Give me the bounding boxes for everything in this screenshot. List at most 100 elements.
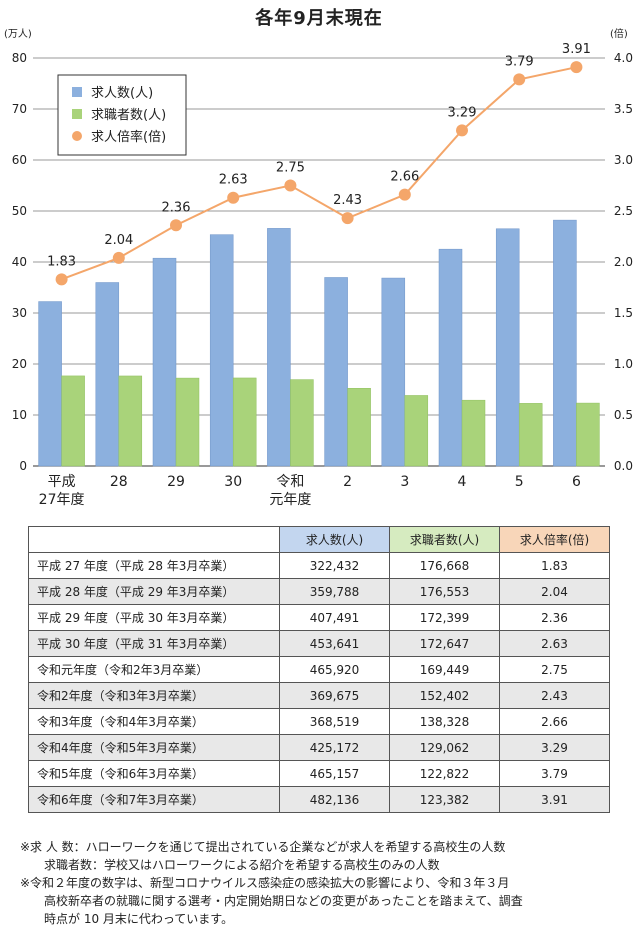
category-label: 2 <box>343 474 352 490</box>
category-label: 元年度 <box>269 492 311 508</box>
data-label-ratio: 2.63 <box>219 173 248 188</box>
line-ratio <box>61 66 577 281</box>
left-axis-tick-label: 80 <box>12 51 27 65</box>
bar-jobs <box>38 301 62 467</box>
category-label: 6 <box>572 474 581 490</box>
point-ratio <box>570 61 583 74</box>
left-axis-tick-label: 0 <box>19 459 27 473</box>
point-ratio <box>341 212 354 225</box>
legend-label: 求人倍率(倍) <box>91 129 166 145</box>
category-label: 3 <box>400 474 409 490</box>
right-axis-tick-label: 2.0 <box>614 255 633 269</box>
combo-chart: 0 10 20 30 40 50 60 70 80 0.0 0.5 1.0 1.5 2.0 2.5 3.0 3.… <box>4 27 633 508</box>
legend-marker-jobs <box>72 87 82 97</box>
right-axis-tick-label: 0.5 <box>614 408 633 422</box>
category-label: 5 <box>515 474 524 490</box>
category-label: 平成 <box>48 474 76 490</box>
right-axis-tick-label: 2.5 <box>614 204 633 218</box>
category-label: 27年度 <box>39 492 85 508</box>
data-label-ratio: 1.83 <box>47 254 76 269</box>
legend-marker-ratio <box>72 131 82 141</box>
point-ratio <box>55 273 68 286</box>
bar-seekers <box>461 399 486 467</box>
table-cell-seekers: 152,402 <box>389 682 500 709</box>
category-label: 30 <box>224 474 242 490</box>
table-cell-label: 平成 30 年度（平成 31 年3月卒業） <box>28 630 280 657</box>
table-cell-seekers: 172,399 <box>389 604 500 631</box>
table-row: 令和4年度（令和5年3月卒業） 425,172 129,062 3.29 <box>28 734 610 761</box>
bar-seekers <box>404 395 429 467</box>
table-header-row: 求人数(人) 求職者数(人) 求人倍率(倍) <box>28 526 610 553</box>
bar-seekers <box>118 375 143 467</box>
data-label-ratio: 2.43 <box>333 193 362 208</box>
table-header-ratio: 求人倍率(倍) <box>499 526 610 553</box>
table-row: 令和3年度（令和4年3月卒業） 368,519 138,328 2.66 <box>28 708 610 735</box>
table-cell-ratio: 2.63 <box>499 630 610 657</box>
table-cell-seekers: 172,647 <box>389 630 500 657</box>
table-cell-ratio: 3.79 <box>499 760 610 787</box>
bar-seekers <box>232 377 257 467</box>
table-cell-label: 令和3年度（令和4年3月卒業） <box>28 708 280 735</box>
table-row: 平成 29 年度（平成 30 年3月卒業） 407,491 172,399 2.36 <box>28 604 610 631</box>
data-label-ratio: 2.36 <box>162 200 191 215</box>
left-axis-unit: (万人) <box>4 28 32 40</box>
right-axis-tick-label: 1.0 <box>614 357 633 371</box>
right-axis-tick-label: 1.5 <box>614 306 633 320</box>
category-label: 29 <box>167 474 185 490</box>
point-ratio <box>398 188 411 201</box>
right-axis-unit: (倍) <box>610 27 628 40</box>
category-label: 令和 <box>276 474 304 490</box>
footnote-line: 求職者数：学校又はハローワークによる紹介を希望する高校生のみの人数 <box>44 858 440 872</box>
table-cell-label: 令和5年度（令和6年3月卒業） <box>28 760 280 787</box>
data-label-ratio: 3.91 <box>562 42 591 57</box>
point-ratio <box>456 124 468 137</box>
bar-seekers <box>175 377 200 467</box>
left-axis-tick-label: 60 <box>12 153 27 167</box>
table-cell-jobs: 453,641 <box>279 630 390 657</box>
footnote-line: 時点が 10 月末に代わっています。 <box>44 912 234 926</box>
table-header-blank <box>28 526 280 553</box>
table-cell-jobs: 465,920 <box>279 656 390 683</box>
bar-jobs <box>553 219 577 467</box>
legend-label: 求職者数(人) <box>91 108 166 123</box>
table-row: 平成 27 年度（平成 28 年3月卒業） 322,432 176,668 1.83 <box>28 552 610 579</box>
table-row: 令和2年度（令和3年3月卒業） 369,675 152,402 2.43 <box>28 682 610 709</box>
table-header-seekers: 求職者数(人) <box>389 526 500 553</box>
table-row: 令和元年度（令和2年3月卒業） 465,920 169,449 2.75 <box>28 656 610 683</box>
left-axis-tick-label: 50 <box>12 204 27 218</box>
data-label-ratio: 3.79 <box>505 54 534 69</box>
point-ratio <box>112 251 125 264</box>
bar-seekers <box>290 379 314 467</box>
data-label-ratio: 3.29 <box>448 105 477 120</box>
left-axis-tick-label: 70 <box>12 102 27 116</box>
table-cell-seekers: 176,553 <box>389 578 500 605</box>
right-axis-tick-label: 4.0 <box>614 51 633 65</box>
table-cell-jobs: 425,172 <box>279 734 390 761</box>
table-cell-ratio: 3.91 <box>499 786 610 813</box>
data-label-ratio: 2.04 <box>104 233 133 248</box>
table-cell-ratio: 3.29 <box>499 734 610 761</box>
table-cell-label: 令和元年度（令和2年3月卒業） <box>28 656 280 683</box>
table-cell-seekers: 129,062 <box>389 734 500 761</box>
table-cell-label: 令和2年度（令和3年3月卒業） <box>28 682 280 709</box>
bar-jobs <box>324 277 348 467</box>
left-axis-tick-label: 30 <box>12 306 27 320</box>
bar-seekers <box>518 403 543 467</box>
table-cell-jobs: 322,432 <box>279 552 390 579</box>
table-cell-seekers: 176,668 <box>389 552 500 579</box>
data-label-ratio: 2.75 <box>276 161 305 176</box>
table-cell-label: 平成 27 年度（平成 28 年3月卒業） <box>28 552 280 579</box>
table-cell-label: 平成 29 年度（平成 30 年3月卒業） <box>28 604 280 631</box>
table-row: 令和6年度（令和7年3月卒業） 482,136 123,382 3.91 <box>28 786 610 813</box>
legend-marker-seekers <box>72 109 82 119</box>
category-label: 4 <box>458 474 467 490</box>
table-cell-ratio: 2.66 <box>499 708 610 735</box>
footnotes: ※求 人 数：ハローワークを通じて提出されている企業などが求人を希望する高校生の… <box>20 838 630 928</box>
right-axis-tick-label: 3.0 <box>614 153 633 167</box>
table-cell-ratio: 2.04 <box>499 578 610 605</box>
table-cell-jobs: 482,136 <box>279 786 390 813</box>
bar-jobs <box>381 277 406 467</box>
table-cell-ratio: 2.43 <box>499 682 610 709</box>
table-row: 平成 28 年度（平成 29 年3月卒業） 359,788 176,553 2.04 <box>28 578 610 605</box>
point-ratio <box>513 73 526 86</box>
